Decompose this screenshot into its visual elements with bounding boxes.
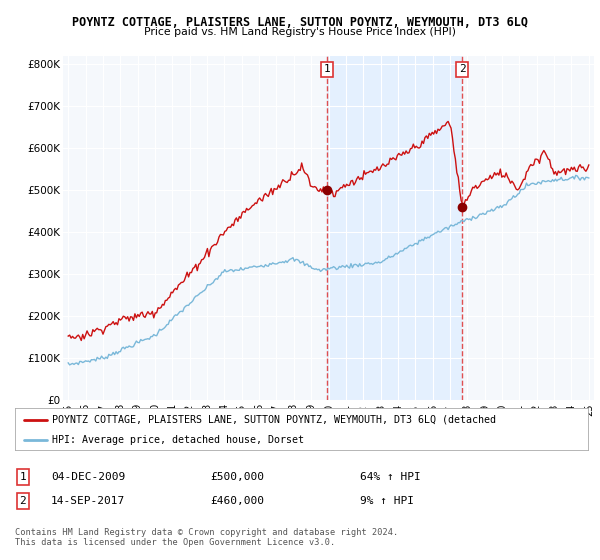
Text: 1: 1 xyxy=(324,64,331,74)
Text: £460,000: £460,000 xyxy=(210,496,264,506)
Text: Price paid vs. HM Land Registry's House Price Index (HPI): Price paid vs. HM Land Registry's House … xyxy=(144,27,456,37)
Text: 9% ↑ HPI: 9% ↑ HPI xyxy=(360,496,414,506)
Bar xyxy=(327,56,462,400)
Text: 14-SEP-2017: 14-SEP-2017 xyxy=(51,496,125,506)
Text: 64% ↑ HPI: 64% ↑ HPI xyxy=(360,472,421,482)
Text: £500,000: £500,000 xyxy=(210,472,264,482)
Text: HPI: Average price, detached house, Dorset: HPI: Average price, detached house, Dors… xyxy=(52,435,304,445)
Text: 1: 1 xyxy=(19,472,26,482)
Text: 2: 2 xyxy=(459,64,466,74)
Text: Contains HM Land Registry data © Crown copyright and database right 2024.
This d: Contains HM Land Registry data © Crown c… xyxy=(15,528,398,547)
Text: POYNTZ COTTAGE, PLAISTERS LANE, SUTTON POYNTZ, WEYMOUTH, DT3 6LQ (detached: POYNTZ COTTAGE, PLAISTERS LANE, SUTTON P… xyxy=(52,415,496,425)
Text: POYNTZ COTTAGE, PLAISTERS LANE, SUTTON POYNTZ, WEYMOUTH, DT3 6LQ: POYNTZ COTTAGE, PLAISTERS LANE, SUTTON P… xyxy=(72,16,528,29)
Text: 04-DEC-2009: 04-DEC-2009 xyxy=(51,472,125,482)
Text: 2: 2 xyxy=(19,496,26,506)
